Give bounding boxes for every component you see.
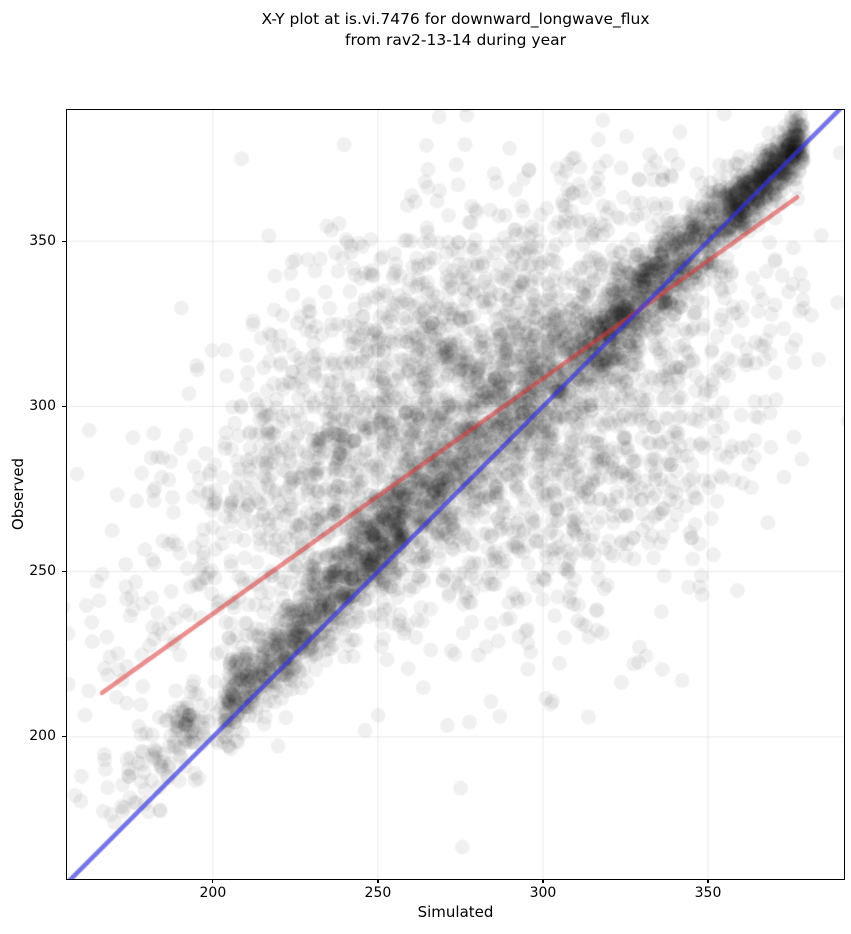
y-tick-label: 350 [29,232,56,249]
x-tick-label: 200 [199,885,227,901]
chart-title: X-Y plot at is.vi.7476 for downward_long… [67,9,844,51]
x-tick-mark [212,879,214,883]
y-tick-label: 200 [29,728,56,745]
x-tick-label: 350 [694,885,722,901]
y-tick-mark [62,736,66,738]
x-axis-label: Simulated [417,903,494,921]
x-tick-mark [707,879,709,883]
scatter-plot-canvas [67,110,844,879]
x-tick-mark [542,879,544,883]
y-axis-label: Observed [9,457,27,531]
x-tick-label: 250 [364,885,392,901]
y-tick-mark [62,571,66,573]
chart-title-line2: from rav2-13-14 during year [345,31,566,49]
y-tick-mark [62,240,66,242]
y-tick-label: 250 [29,563,56,580]
chart-title-line1: X-Y plot at is.vi.7476 for downward_long… [261,10,650,28]
x-tick-label: 300 [529,885,557,901]
x-tick-mark [377,879,379,883]
y-tick-mark [62,405,66,408]
plot-area [66,109,845,880]
y-tick-label: 300 [29,397,56,414]
